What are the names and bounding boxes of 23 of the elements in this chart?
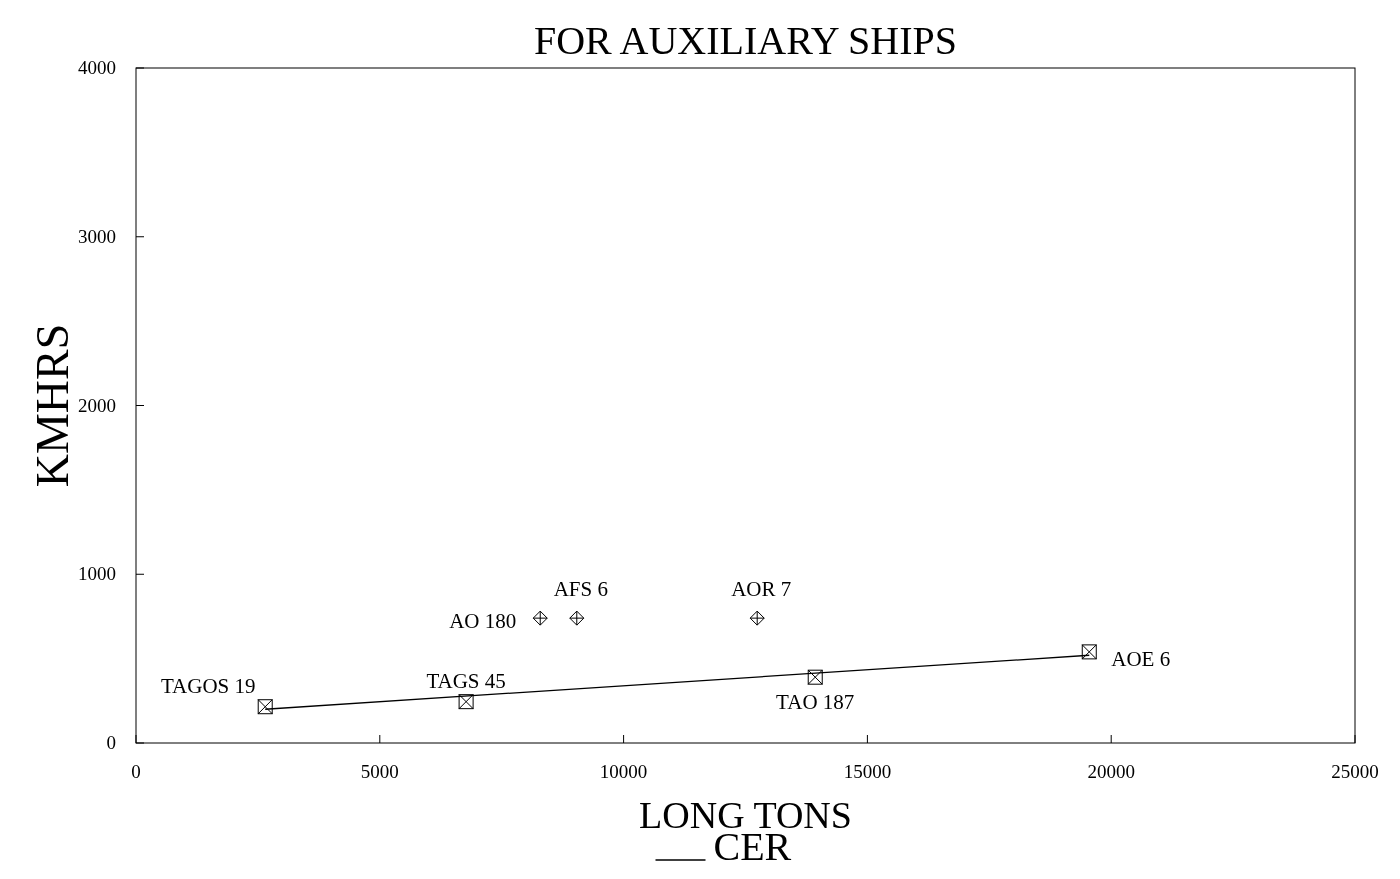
annotation: TAO 187 <box>776 690 855 715</box>
x-tick-label: 20000 <box>1087 761 1135 782</box>
annotation: AOR 7 <box>731 577 792 602</box>
x-tick-label: 15000 <box>843 761 892 782</box>
y-tick-label: 4000 <box>78 57 116 78</box>
x-tick-label: 10000 <box>599 761 648 782</box>
chart-title: FOR AUXILIARY SHIPS <box>533 18 958 63</box>
x-tick-label: 5000 <box>360 761 399 782</box>
y-tick-label: 3000 <box>78 225 116 247</box>
y-tick-label: 2000 <box>78 394 116 416</box>
x-tick-label: 25000 <box>1331 761 1379 782</box>
y-tick-label: 0 <box>106 732 116 753</box>
x-tick-label: 0 <box>131 761 141 782</box>
annotation: TAGS 45 <box>426 668 506 693</box>
annotation: AOE 6 <box>1111 646 1171 671</box>
annotation: AO 180 <box>449 609 517 634</box>
annotation: TAGOS 19 <box>160 673 256 698</box>
y-tick-label: 1000 <box>78 563 116 585</box>
point <box>807 669 823 685</box>
annotation: AFS 6 <box>553 577 608 602</box>
point <box>1081 644 1097 660</box>
point <box>458 694 474 710</box>
y-axis-title: KMHRS <box>27 323 78 488</box>
